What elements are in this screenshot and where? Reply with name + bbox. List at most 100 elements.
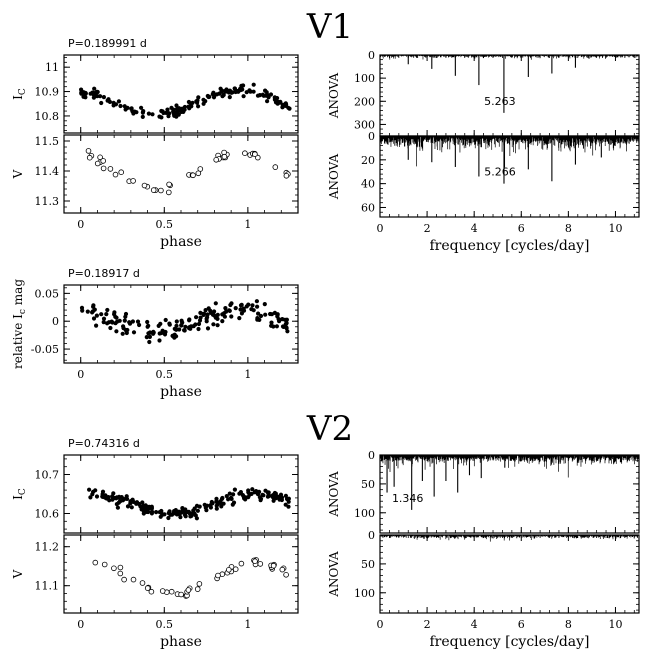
data-point bbox=[215, 312, 220, 317]
data-point bbox=[129, 505, 134, 510]
ytick-label: 10.8 bbox=[35, 110, 60, 123]
data-point bbox=[158, 187, 164, 194]
ytick-label: 0 bbox=[368, 449, 375, 462]
data-point bbox=[271, 324, 276, 329]
data-point bbox=[111, 565, 117, 572]
data-point bbox=[251, 308, 256, 313]
data-point bbox=[226, 566, 232, 573]
data-point bbox=[280, 105, 285, 110]
data-point bbox=[112, 171, 119, 178]
x-axis-label: phase bbox=[160, 384, 202, 400]
data-point bbox=[146, 509, 151, 515]
panel-v2_anova_v: 0 50 100 0 2 4 6 8 10 frequency [cycles/day] ANOVA bbox=[327, 529, 640, 650]
xtick-label: 1 bbox=[244, 618, 251, 631]
plot-area bbox=[79, 299, 290, 345]
ytick-label: 40 bbox=[361, 178, 375, 191]
data-point bbox=[202, 502, 207, 507]
data-point bbox=[255, 93, 261, 98]
data-point bbox=[278, 99, 283, 104]
data-point bbox=[257, 561, 264, 567]
xtick-label: 0 bbox=[377, 618, 384, 631]
data-point bbox=[266, 492, 271, 497]
data-point bbox=[100, 492, 105, 497]
data-point bbox=[227, 308, 232, 313]
data-point bbox=[243, 495, 248, 500]
data-point bbox=[215, 323, 220, 328]
data-point bbox=[141, 182, 148, 189]
data-point bbox=[137, 322, 142, 328]
xtick-label: 8 bbox=[565, 222, 572, 235]
data-point bbox=[127, 320, 132, 325]
data-point bbox=[205, 326, 211, 331]
xtick-label: 0.5 bbox=[156, 218, 174, 231]
data-point bbox=[220, 94, 225, 99]
x-axis-label: frequency [cycles/day] bbox=[429, 238, 589, 254]
data-point bbox=[171, 109, 176, 115]
data-point bbox=[272, 164, 279, 170]
data-point bbox=[238, 560, 245, 567]
data-point bbox=[182, 328, 187, 333]
data-point bbox=[201, 101, 206, 106]
y-axis-label: ANOVA bbox=[327, 73, 341, 120]
data-point bbox=[262, 302, 267, 307]
data-point bbox=[179, 108, 184, 113]
peak-label: 5.263 bbox=[484, 95, 516, 108]
data-point bbox=[238, 303, 244, 308]
data-point bbox=[123, 107, 128, 112]
data-point bbox=[195, 98, 200, 103]
data-point bbox=[232, 86, 237, 91]
data-point bbox=[178, 515, 183, 520]
data-point bbox=[161, 110, 166, 116]
data-point bbox=[247, 88, 252, 93]
data-point bbox=[87, 487, 92, 492]
panel-v2_v: 11.1 11.2 0 0.5 1 phase V bbox=[11, 534, 299, 650]
data-point bbox=[187, 317, 192, 322]
data-point bbox=[263, 88, 268, 93]
data-point bbox=[239, 311, 244, 316]
data-point bbox=[210, 501, 215, 506]
data-point bbox=[214, 506, 219, 511]
data-point bbox=[195, 508, 200, 513]
xtick-label: 10 bbox=[608, 618, 622, 631]
data-point bbox=[282, 317, 288, 322]
data-point bbox=[250, 487, 255, 492]
data-point bbox=[230, 502, 235, 507]
data-point bbox=[273, 491, 278, 496]
spectrum-noise bbox=[380, 55, 639, 60]
data-point bbox=[130, 178, 136, 184]
panel-v1_v: 11.3 11.4 11.5 0 0.5 1 phase V bbox=[11, 134, 299, 250]
data-point bbox=[82, 91, 87, 96]
data-point bbox=[91, 316, 97, 321]
y-axis-label: ANOVA bbox=[327, 154, 341, 201]
data-point bbox=[255, 304, 260, 309]
data-point bbox=[101, 95, 106, 100]
xtick-label: 0.5 bbox=[156, 368, 174, 381]
data-point bbox=[117, 570, 124, 577]
data-point bbox=[182, 107, 187, 112]
data-point bbox=[270, 562, 277, 569]
data-point bbox=[111, 491, 116, 496]
data-point bbox=[154, 509, 159, 515]
data-point bbox=[98, 94, 103, 99]
axes-frame bbox=[379, 534, 640, 614]
data-point bbox=[286, 504, 291, 509]
data-point bbox=[140, 114, 145, 119]
data-point bbox=[93, 488, 98, 493]
data-point bbox=[204, 508, 209, 513]
ytick-label: -0.05 bbox=[31, 343, 59, 356]
data-point bbox=[227, 95, 232, 100]
x-axis-label: phase bbox=[160, 234, 202, 250]
data-point bbox=[220, 319, 225, 324]
data-point bbox=[284, 325, 289, 330]
data-point bbox=[80, 308, 85, 313]
data-point bbox=[173, 510, 178, 515]
panel-v1_ic: 10.8 10.9 11 P=0.189991 d IC bbox=[11, 37, 299, 134]
data-point bbox=[145, 324, 150, 329]
xtick-label: 1 bbox=[244, 218, 251, 231]
data-point bbox=[130, 498, 135, 504]
data-point bbox=[167, 111, 172, 116]
spectrum-noise bbox=[380, 136, 639, 168]
plot-area bbox=[380, 535, 639, 542]
data-point bbox=[276, 495, 281, 500]
